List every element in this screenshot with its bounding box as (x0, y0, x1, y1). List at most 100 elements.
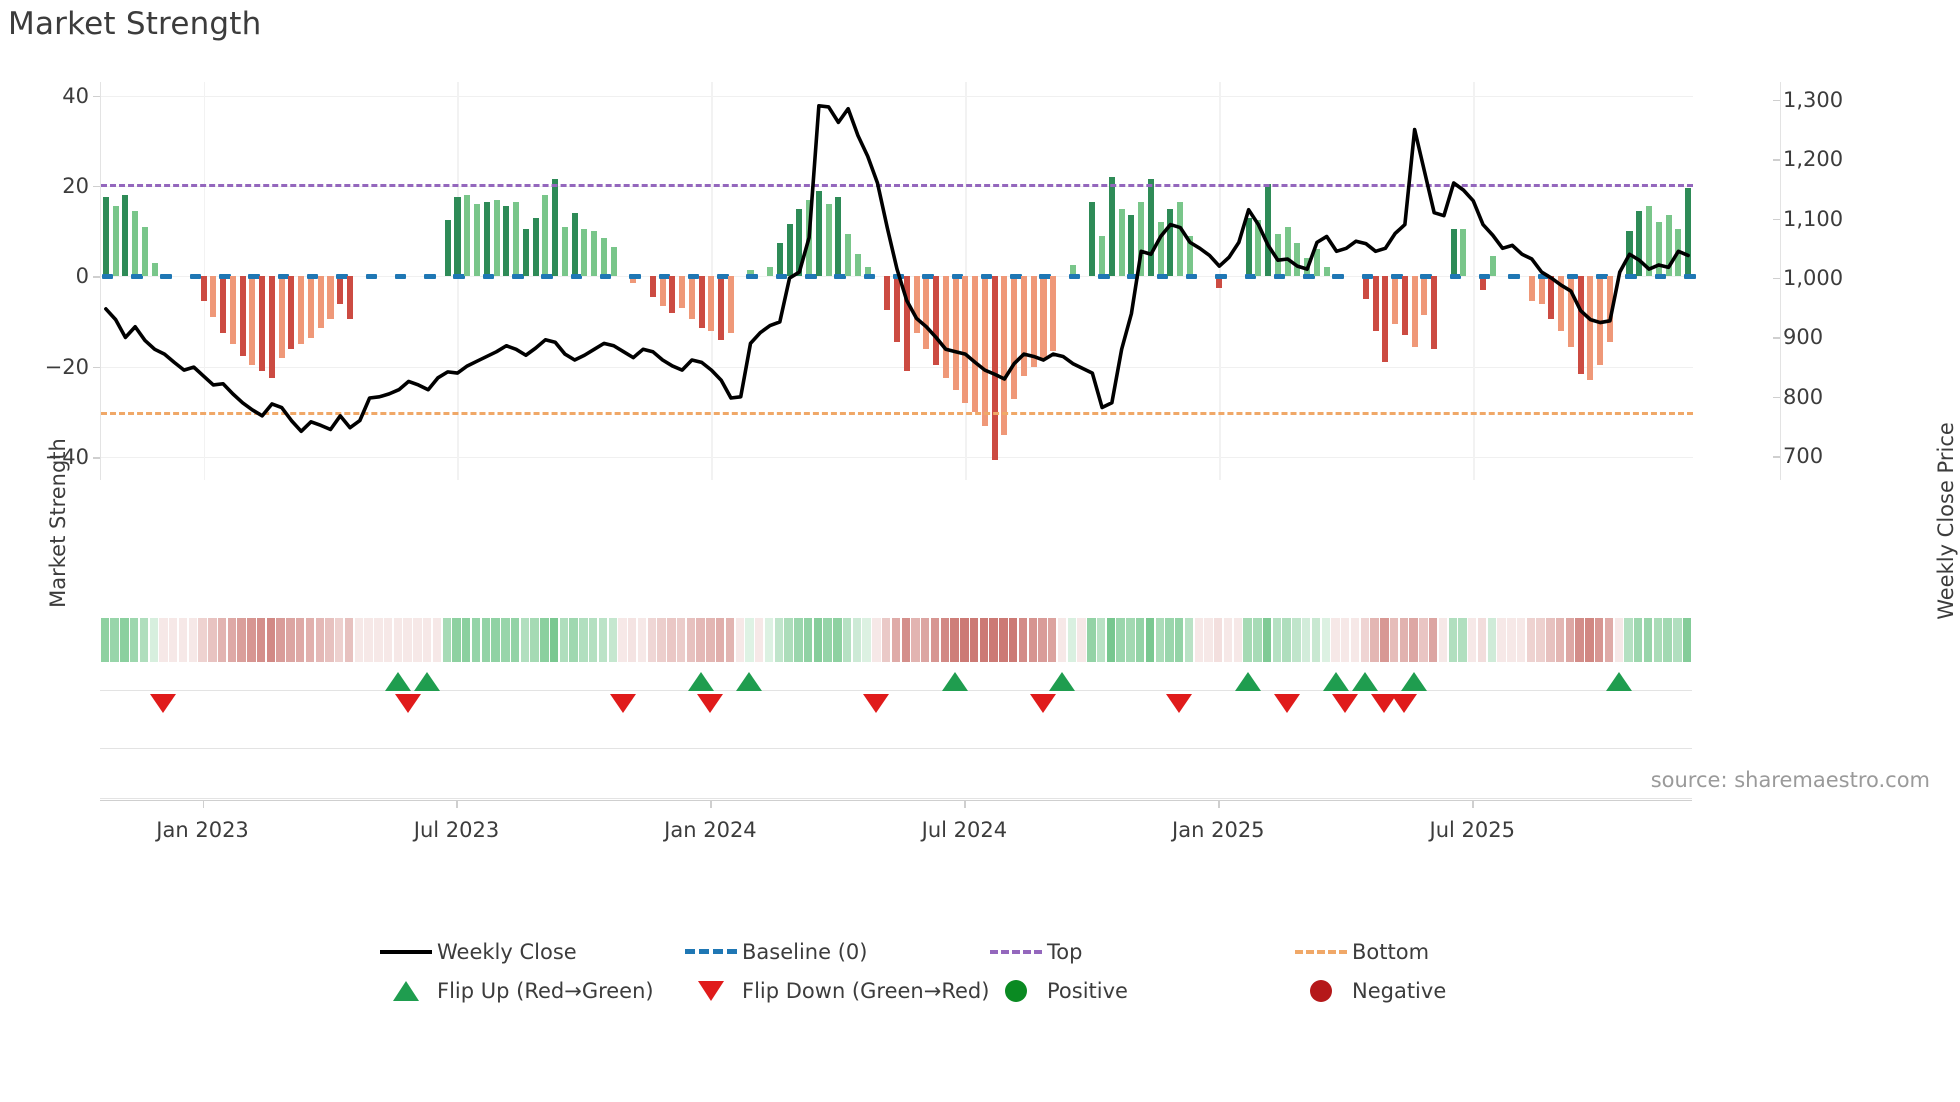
strength-bar (210, 276, 217, 318)
heatmap-cell (188, 618, 197, 662)
heatmap-cell (1233, 618, 1243, 662)
strength-bar (1040, 276, 1047, 358)
strength-bar (679, 276, 686, 309)
heatmap-cell (1409, 618, 1418, 662)
circle-icon (1290, 979, 1352, 1002)
heatmap-cell (647, 618, 657, 662)
baseline-segment (512, 274, 524, 280)
strength-bar (591, 231, 598, 277)
strength-bar (942, 276, 949, 379)
heatmap-cell (1653, 618, 1662, 662)
baseline-segment (1478, 274, 1491, 280)
strength-bar (600, 238, 607, 277)
heatmap-cell (1018, 618, 1028, 662)
flip-up-marker (687, 672, 714, 691)
left-tick-mark (93, 95, 100, 97)
heatmap-cell (1067, 618, 1076, 662)
strength-bar (229, 276, 236, 345)
baseline-segment (1068, 274, 1081, 280)
baseline-segment (541, 274, 553, 280)
right-tick-label: 900 (1783, 325, 1824, 350)
baseline-segment (1684, 274, 1696, 280)
heatmap-cell (1341, 618, 1350, 662)
heatmap-cell (1555, 618, 1565, 662)
strength-bar (835, 197, 842, 277)
baseline-segment (101, 274, 114, 280)
strength-bar (1255, 219, 1262, 277)
legend-item[interactable]: Negative (1290, 979, 1595, 1003)
strength-bar (1030, 276, 1037, 367)
heatmap-cell (1487, 618, 1496, 662)
x-tick-mark (964, 800, 966, 808)
legend-item[interactable]: Top (985, 940, 1290, 964)
strength-bar (317, 276, 324, 329)
heatmap-cell (491, 618, 500, 662)
heatmap-cell (1165, 618, 1174, 662)
strength-bar (220, 276, 227, 333)
solid-line-icon (375, 949, 437, 954)
heatmap-cell (764, 618, 774, 662)
strength-bar (1108, 176, 1115, 277)
heatmap-cell (1380, 618, 1389, 662)
legend-label: Negative (1352, 978, 1447, 1003)
heatmap-cell (1116, 618, 1125, 662)
baseline-segment (1420, 274, 1432, 280)
baseline-segment (805, 274, 817, 280)
heatmap-cell (1214, 618, 1223, 662)
flip-up-marker (941, 672, 968, 691)
right-tick-mark (1773, 278, 1780, 280)
strength-bar (532, 217, 539, 277)
heatmap-cell (784, 618, 793, 662)
circle-icon (985, 979, 1047, 1002)
heatmap-cell (1624, 618, 1633, 662)
strength-bar (776, 242, 783, 277)
legend-item[interactable]: Flip Up (Red→Green) (375, 979, 680, 1003)
heatmap-cell (1516, 618, 1526, 662)
heatmap-cell (286, 618, 295, 662)
strength-bar (1167, 208, 1174, 277)
strength-bar (561, 226, 568, 277)
left-axis-title: Market Strength (46, 438, 70, 608)
strength-bar (522, 228, 529, 277)
strength-bar (1001, 276, 1008, 435)
strength-bar (1362, 276, 1369, 300)
heatmap-cell (1321, 618, 1330, 662)
strength-bar (972, 276, 979, 413)
baseline-segment (1303, 274, 1315, 280)
strength-bar (952, 276, 959, 390)
heatmap-cell (549, 618, 559, 662)
reference-line-top (101, 183, 1693, 187)
legend-item[interactable]: Positive (985, 979, 1290, 1003)
baseline-segment (336, 274, 348, 280)
baseline-segment (453, 274, 465, 280)
heatmap-cell (833, 618, 842, 662)
x-tick-mark (1218, 800, 1220, 808)
flip-down-marker (1273, 694, 1300, 713)
legend-item[interactable]: Weekly Close (375, 940, 680, 964)
baseline-segment (717, 274, 729, 280)
legend-item[interactable]: Bottom (1290, 940, 1595, 964)
baseline-segment (1156, 274, 1169, 280)
heatmap-cell (100, 618, 110, 662)
heatmap-cell (540, 618, 549, 662)
heatmap-cell (422, 618, 432, 662)
heatmap-cell (940, 618, 950, 662)
baseline-segment (1596, 274, 1608, 280)
strength-bar (1479, 276, 1487, 291)
heatmap-cell (1536, 618, 1545, 662)
legend-item[interactable]: Baseline (0) (680, 940, 985, 964)
baseline-segment (306, 274, 319, 280)
gridline (101, 457, 1693, 459)
legend-item[interactable]: Flip Down (Green→Red) (680, 979, 989, 1003)
baseline-segment (834, 274, 846, 280)
strength-bar (893, 276, 901, 343)
heatmap-cell (1399, 618, 1409, 662)
chart-legend: Weekly Close Baseline (0) Top Bottom Flip Up… (375, 932, 1595, 1010)
left-tick-label: 0 (75, 264, 89, 289)
baseline-segment (570, 274, 583, 280)
heatmap-cell (227, 618, 237, 662)
legend-label: Baseline (0) (742, 939, 868, 964)
strength-bar (825, 204, 832, 277)
legend-row: Weekly Close Baseline (0) Top Bottom (375, 932, 1595, 971)
strength-bar (718, 276, 725, 340)
